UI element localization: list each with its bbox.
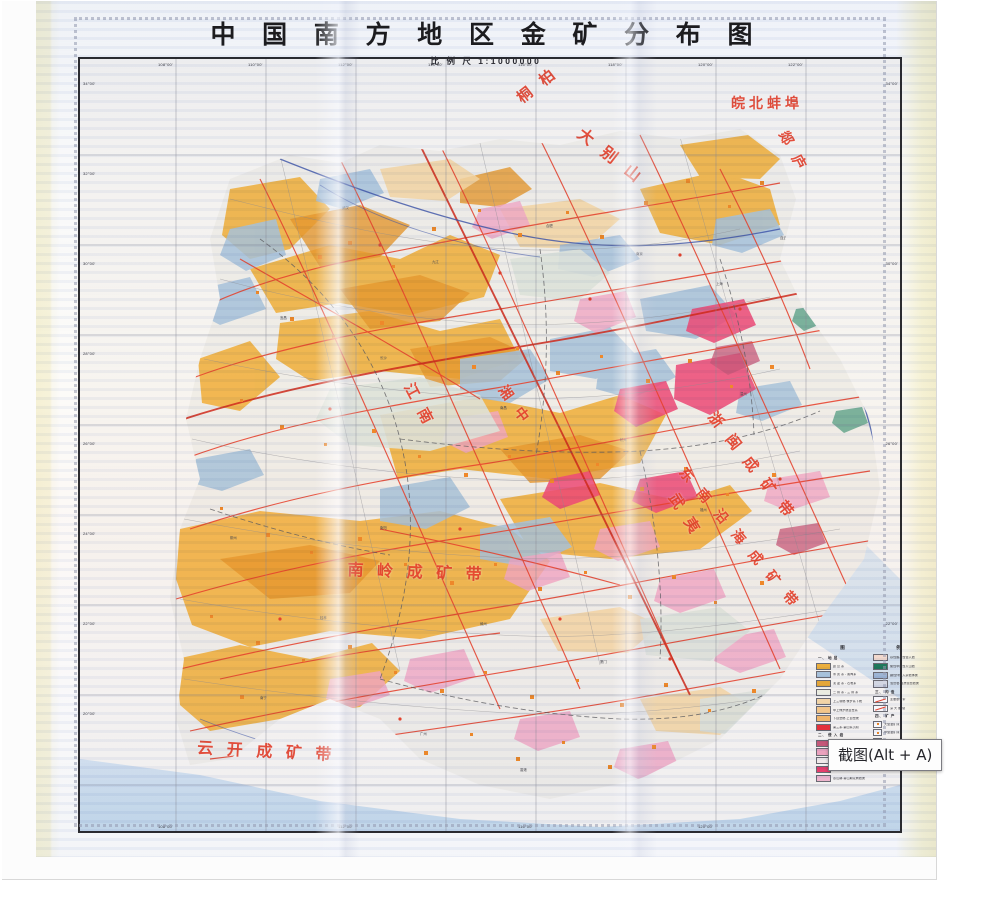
tick-right-0: 34°00' <box>885 81 898 86</box>
tick-right-6: 22°00' <box>885 621 898 626</box>
tick-right-4: 26°00' <box>885 441 898 446</box>
legend-item-label: 混合岩-变质混合岩类 <box>890 682 919 686</box>
scale-value: 1:1000000 <box>478 56 542 66</box>
page-title: 中 国 南 方 地 区 金 矿 分 布 图 <box>210 20 762 49</box>
legend-item-label: 基性超基性侵入岩 <box>890 656 915 660</box>
legend-item-label: 深 大 断 裂 <box>890 706 906 710</box>
sheet-dotted-border <box>74 17 886 827</box>
legend-item-label: 大型金矿床 <box>884 722 900 726</box>
legend-item-label: 主要断裂带 <box>890 698 906 702</box>
legend-title-right: 例 <box>896 645 904 650</box>
legend-item-label: 碱性伴侵入杂岩体类 <box>890 673 918 677</box>
screenshot-tooltip: 截图(Alt + A) <box>828 739 943 771</box>
map-scale: 比 例 尺 1:1000000 <box>36 55 936 67</box>
scanned-map-sheet[interactable]: 中 国 南 方 地 区 金 矿 分 布 图 比 例 尺 1:1000000 <box>36 1 936 857</box>
legend-item-label: 中型金矿床 <box>884 731 900 735</box>
legend-item-label: 酸性中酸性火山岩 <box>890 664 915 668</box>
document-page: 中 国 南 方 地 区 金 矿 分 布 图 比 例 尺 1:1000000 <box>2 1 943 880</box>
map-heading: 中 国 南 方 地 区 金 矿 分 布 图 比 例 尺 1:1000000 <box>36 15 936 67</box>
screenshot-tooltip-label: 截图(Alt + A) <box>838 746 933 764</box>
scale-label: 比 例 尺 <box>430 56 474 66</box>
tick-right-2: 30°00' <box>885 261 898 266</box>
